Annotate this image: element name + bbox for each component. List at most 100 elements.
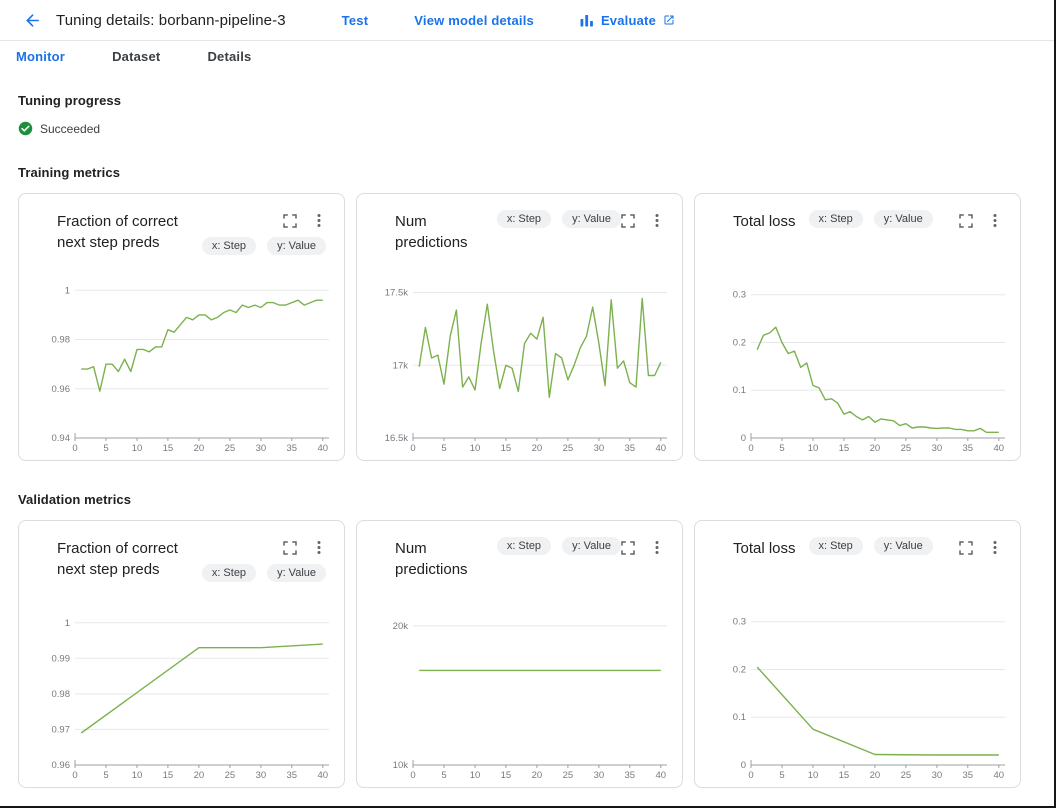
metric-chart-card: Total loss x: Step y: Value 0 0.1 0.2 0.3 0 5… bbox=[694, 193, 1021, 461]
chart-icon-buttons bbox=[959, 210, 1002, 228]
svg-text:40: 40 bbox=[318, 443, 329, 454]
external-link-icon bbox=[664, 15, 674, 25]
chart-card-header: Total loss x: Step y: Value bbox=[733, 210, 1002, 268]
svg-text:10: 10 bbox=[808, 770, 819, 781]
chart-header-controls: x: Step y: Value bbox=[496, 210, 664, 228]
svg-text:15: 15 bbox=[501, 443, 512, 454]
svg-text:30: 30 bbox=[932, 443, 943, 454]
svg-text:30: 30 bbox=[256, 770, 267, 781]
svg-text:0.1: 0.1 bbox=[733, 385, 746, 396]
svg-text:35: 35 bbox=[625, 443, 636, 454]
tab-monitor[interactable]: Monitor bbox=[16, 49, 66, 64]
svg-text:30: 30 bbox=[932, 770, 943, 781]
y-axis-chip[interactable]: y: Value bbox=[267, 237, 326, 255]
chart-title: Num predictions bbox=[395, 213, 468, 251]
chart-title: Total loss bbox=[733, 540, 796, 557]
chart-header-controls: x: Step y: Value bbox=[808, 537, 1002, 555]
y-axis-chip[interactable]: y: Value bbox=[562, 537, 621, 555]
kebab-menu-icon bbox=[317, 214, 321, 227]
more-options-button[interactable] bbox=[650, 540, 664, 555]
fullscreen-icon bbox=[621, 540, 635, 555]
svg-text:25: 25 bbox=[901, 443, 912, 454]
svg-text:16.5k: 16.5k bbox=[385, 433, 408, 444]
fullscreen-icon bbox=[283, 540, 297, 555]
line-chart: 0 0.1 0.2 0.3 0 5 10 15 20 25 30 35 40 bbox=[733, 617, 1005, 781]
svg-text:35: 35 bbox=[963, 770, 974, 781]
svg-text:0.97: 0.97 bbox=[52, 724, 71, 735]
chart-header-controls: x: Step y: Value bbox=[808, 210, 1002, 228]
x-axis-chip[interactable]: x: Step bbox=[496, 537, 552, 555]
more-options-button[interactable] bbox=[312, 213, 326, 228]
svg-text:0: 0 bbox=[748, 770, 753, 781]
validation-charts-grid: Fraction of correct next step preds x: S… bbox=[18, 520, 1038, 788]
chart-card-header: Fraction of correct next step preds x: S… bbox=[57, 210, 326, 268]
y-axis-chip[interactable]: y: Value bbox=[562, 210, 621, 228]
chart-icon-buttons bbox=[621, 210, 664, 228]
svg-text:5: 5 bbox=[441, 770, 446, 781]
svg-text:20: 20 bbox=[532, 770, 543, 781]
fullscreen-button[interactable] bbox=[283, 540, 297, 555]
fullscreen-button[interactable] bbox=[621, 540, 635, 555]
more-options-button[interactable] bbox=[312, 540, 326, 555]
more-options-button[interactable] bbox=[988, 540, 1002, 555]
svg-text:1: 1 bbox=[65, 285, 70, 296]
svg-text:25: 25 bbox=[225, 443, 236, 454]
app-header: Tuning details: borbann-pipeline-3 Test … bbox=[0, 0, 1054, 41]
kebab-menu-icon bbox=[317, 541, 321, 554]
svg-text:35: 35 bbox=[287, 443, 298, 454]
svg-text:15: 15 bbox=[501, 770, 512, 781]
chart-card-header: Total loss x: Step y: Value bbox=[733, 537, 1002, 595]
chart-card-header: Num predictions x: Step y: Value bbox=[395, 210, 664, 268]
y-axis-chip[interactable]: y: Value bbox=[267, 564, 326, 582]
axis-chips: x: Step y: Value bbox=[808, 210, 933, 228]
fullscreen-button[interactable] bbox=[283, 213, 297, 228]
chart-title: Fraction of correct next step preds bbox=[57, 213, 178, 251]
axis-chips: x: Step y: Value bbox=[201, 237, 326, 255]
metric-chart-card: Num predictions x: Step y: Value 16.5k 17… bbox=[356, 193, 683, 461]
svg-text:30: 30 bbox=[594, 443, 605, 454]
svg-text:15: 15 bbox=[163, 770, 174, 781]
svg-text:15: 15 bbox=[839, 770, 850, 781]
svg-text:15: 15 bbox=[839, 443, 850, 454]
test-button[interactable]: Test bbox=[341, 12, 369, 28]
evaluate-button[interactable]: Evaluate bbox=[580, 13, 675, 28]
more-options-button[interactable] bbox=[650, 213, 664, 228]
svg-text:10k: 10k bbox=[393, 760, 409, 771]
line-chart: 10k 20k 0 5 10 15 20 25 30 35 40 bbox=[393, 621, 667, 781]
more-options-button[interactable] bbox=[988, 213, 1002, 228]
chart-icon-buttons bbox=[283, 210, 326, 228]
chart-icon-buttons bbox=[621, 537, 664, 555]
fullscreen-button[interactable] bbox=[959, 540, 973, 555]
training-charts-grid: Fraction of correct next step preds x: S… bbox=[18, 193, 1038, 461]
x-axis-chip[interactable]: x: Step bbox=[201, 237, 257, 255]
svg-text:25: 25 bbox=[901, 770, 912, 781]
back-arrow-icon bbox=[25, 13, 39, 27]
view-model-details-button[interactable]: View model details bbox=[414, 12, 534, 28]
svg-text:40: 40 bbox=[656, 770, 667, 781]
svg-text:20: 20 bbox=[194, 443, 205, 454]
line-chart: 0 0.1 0.2 0.3 0 5 10 15 20 25 30 35 40 bbox=[733, 290, 1005, 454]
svg-text:10: 10 bbox=[132, 770, 143, 781]
fullscreen-button[interactable] bbox=[621, 213, 635, 228]
svg-text:35: 35 bbox=[963, 443, 974, 454]
tab-dataset[interactable]: Dataset bbox=[112, 49, 161, 64]
axis-chips: x: Step y: Value bbox=[808, 537, 933, 555]
metric-chart-card: Fraction of correct next step preds x: S… bbox=[18, 520, 345, 788]
svg-text:5: 5 bbox=[779, 443, 784, 454]
svg-text:0.1: 0.1 bbox=[733, 712, 746, 723]
x-axis-chip[interactable]: x: Step bbox=[201, 564, 257, 582]
svg-text:0.96: 0.96 bbox=[52, 760, 71, 771]
x-axis-chip[interactable]: x: Step bbox=[808, 210, 863, 228]
svg-text:20: 20 bbox=[870, 770, 881, 781]
svg-text:0.98: 0.98 bbox=[52, 335, 71, 346]
chart-header-controls: x: Step y: Value bbox=[201, 537, 326, 582]
fullscreen-button[interactable] bbox=[959, 213, 973, 228]
y-axis-chip[interactable]: y: Value bbox=[873, 210, 933, 228]
x-axis-chip[interactable]: x: Step bbox=[496, 210, 552, 228]
back-button[interactable] bbox=[16, 4, 48, 36]
tab-details[interactable]: Details bbox=[207, 49, 252, 64]
y-axis-chip[interactable]: y: Value bbox=[873, 537, 933, 555]
svg-text:25: 25 bbox=[225, 770, 236, 781]
x-axis-chip[interactable]: x: Step bbox=[808, 537, 863, 555]
fullscreen-icon bbox=[959, 213, 973, 228]
